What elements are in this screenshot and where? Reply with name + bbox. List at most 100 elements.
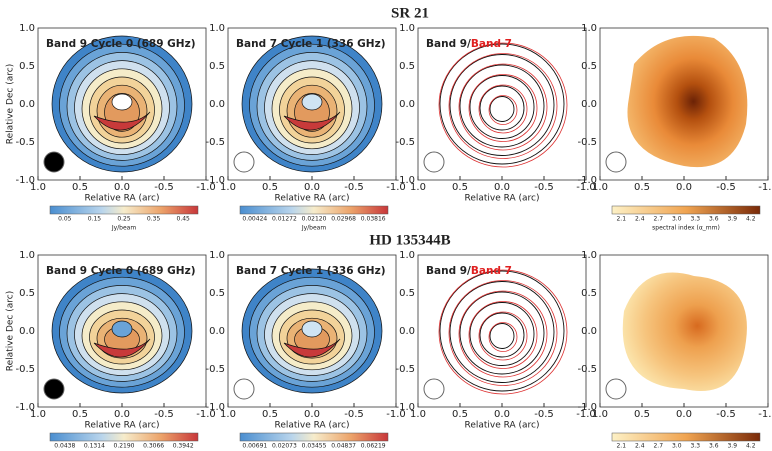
y-tick-label: 0.5 xyxy=(209,61,225,72)
x-tick-label: 1.0 xyxy=(220,409,236,420)
colorbar-tick-label: 0.01272 xyxy=(272,216,297,223)
colorbar-tick-label: 0.45 xyxy=(177,216,191,223)
y-tick-label: -0.5 xyxy=(395,364,415,375)
contour xyxy=(439,43,565,165)
colorbar-tick-label: 3.9 xyxy=(727,216,737,223)
center xyxy=(111,320,133,338)
x-tick-label: 1.0 xyxy=(410,409,426,420)
y-tick-label: 0.5 xyxy=(581,288,597,299)
x-tick-label: -0.5 xyxy=(716,409,736,420)
colorbar-tick-label: 2.4 xyxy=(635,216,645,223)
colorbar-tick-label: 3.6 xyxy=(709,443,719,450)
beam xyxy=(605,378,627,400)
colorbar-tick-label: 0.35 xyxy=(147,216,161,223)
panel-title-text: Band 9 Cycle 0 (689 GHz) xyxy=(46,265,196,277)
colorbar-tick-label: 0.03455 xyxy=(302,443,327,450)
x-tick-label: -0.5 xyxy=(154,409,174,420)
x-tick-label: -1.0 xyxy=(196,182,216,193)
y-tick-label: -0.5 xyxy=(15,364,35,375)
x-tick-label: 1.0 xyxy=(410,182,426,193)
contour xyxy=(468,301,538,369)
panel-title: Band 7 Cycle 1 (336 GHz) xyxy=(236,265,386,277)
x-tick-label: 0.5 xyxy=(634,182,650,193)
beam xyxy=(233,151,255,173)
x-tick-label: 0.5 xyxy=(72,409,88,420)
y-tick-label: -1.0 xyxy=(395,402,415,413)
colorbar-tick-label: 0.05 xyxy=(58,216,72,223)
y-tick-label: 0.0 xyxy=(19,99,35,110)
contour xyxy=(478,311,528,361)
panel-title-red: Band 7 xyxy=(471,265,512,277)
x-tick-label: -0.5 xyxy=(534,409,554,420)
y-tick-label: -1.0 xyxy=(577,175,597,186)
panel-title: Band 9/Band 7 xyxy=(426,265,512,277)
x-tick-label: -0.5 xyxy=(716,182,736,193)
x-axis-label: Relative RA (arc) xyxy=(464,194,539,204)
contour xyxy=(488,95,518,125)
contour xyxy=(438,42,568,168)
y-tick-label: 0.0 xyxy=(399,326,415,337)
x-tick-label: -1.0 xyxy=(196,409,216,420)
colorbar-tick-label: 0.1314 xyxy=(84,443,105,450)
y-tick-label: -1.0 xyxy=(15,175,35,186)
x-axis-label: Relative RA (arc) xyxy=(84,421,159,431)
panel-title-text: Band 7 Cycle 1 (336 GHz) xyxy=(236,38,386,50)
colorbar-label: Jy/beam xyxy=(111,225,137,232)
y-tick-label: -0.5 xyxy=(395,137,415,148)
colorbar-tick-label: 0.2190 xyxy=(114,443,135,450)
contour xyxy=(469,302,535,366)
colorbar-tick-label: 0.15 xyxy=(88,216,102,223)
y-tick-label: 1.0 xyxy=(399,250,415,261)
y-tick-label: 0.5 xyxy=(581,61,597,72)
colorbar-tick-label: 0.00691 xyxy=(242,443,267,450)
y-tick-label: 1.0 xyxy=(19,250,35,261)
colorbar-tick-label: 3.0 xyxy=(672,216,682,223)
panel-title-text: Band 9 Cycle 0 (689 GHz) xyxy=(46,38,196,50)
x-tick-label: 0.0 xyxy=(114,182,130,193)
y-tick-label: 0.0 xyxy=(581,99,597,110)
colorbar-tick-label: 2.1 xyxy=(616,216,626,223)
x-tick-label: 0.0 xyxy=(114,409,130,420)
y-tick-label: -1.0 xyxy=(15,402,35,413)
x-tick-label: 0.5 xyxy=(452,182,468,193)
colorbar-tick-label: 0.04837 xyxy=(331,443,356,450)
x-tick-label: -0.5 xyxy=(534,182,554,193)
x-tick-label: 1.0 xyxy=(30,182,46,193)
x-tick-label: -1.0 xyxy=(758,182,772,193)
y-tick-label: -0.5 xyxy=(15,137,35,148)
y-tick-label: 0.5 xyxy=(399,61,415,72)
colorbar-tick-label: 0.3066 xyxy=(143,443,164,450)
contour xyxy=(449,54,555,156)
colorbar xyxy=(611,432,761,442)
y-tick-label: -1.0 xyxy=(205,402,225,413)
x-axis-label: Relative RA (arc) xyxy=(464,421,539,431)
colorbar-tick-label: 3.6 xyxy=(709,216,719,223)
x-tick-label: 0.0 xyxy=(304,182,320,193)
colorbar xyxy=(49,205,199,215)
colorbar-tick-label: 4.2 xyxy=(746,443,756,450)
y-tick-label: 1.0 xyxy=(19,23,35,34)
x-axis-label: Relative RA (arc) xyxy=(84,194,159,204)
y-tick-label: 0.5 xyxy=(19,288,35,299)
beam xyxy=(423,151,445,173)
contour xyxy=(478,84,528,134)
y-tick-label: 0.0 xyxy=(581,326,597,337)
crescent xyxy=(283,338,341,358)
beam xyxy=(43,378,65,400)
contour xyxy=(439,270,565,392)
y-tick-label: 1.0 xyxy=(209,250,225,261)
y-tick-label: 0.5 xyxy=(19,61,35,72)
x-tick-label: 0.5 xyxy=(72,182,88,193)
panel-title: Band 7 Cycle 1 (336 GHz) xyxy=(236,38,386,50)
crescent xyxy=(93,338,151,358)
y-tick-label: 0.0 xyxy=(209,99,225,110)
panel-title-text: Band 9/ xyxy=(426,265,471,277)
colorbar-tick-label: 2.7 xyxy=(653,443,663,450)
contour xyxy=(448,53,558,159)
y-tick-label: 1.0 xyxy=(399,23,415,34)
x-tick-label: -1.0 xyxy=(386,409,406,420)
beam xyxy=(605,151,627,173)
x-tick-label: -1.0 xyxy=(386,182,406,193)
x-tick-label: 0.5 xyxy=(452,409,468,420)
